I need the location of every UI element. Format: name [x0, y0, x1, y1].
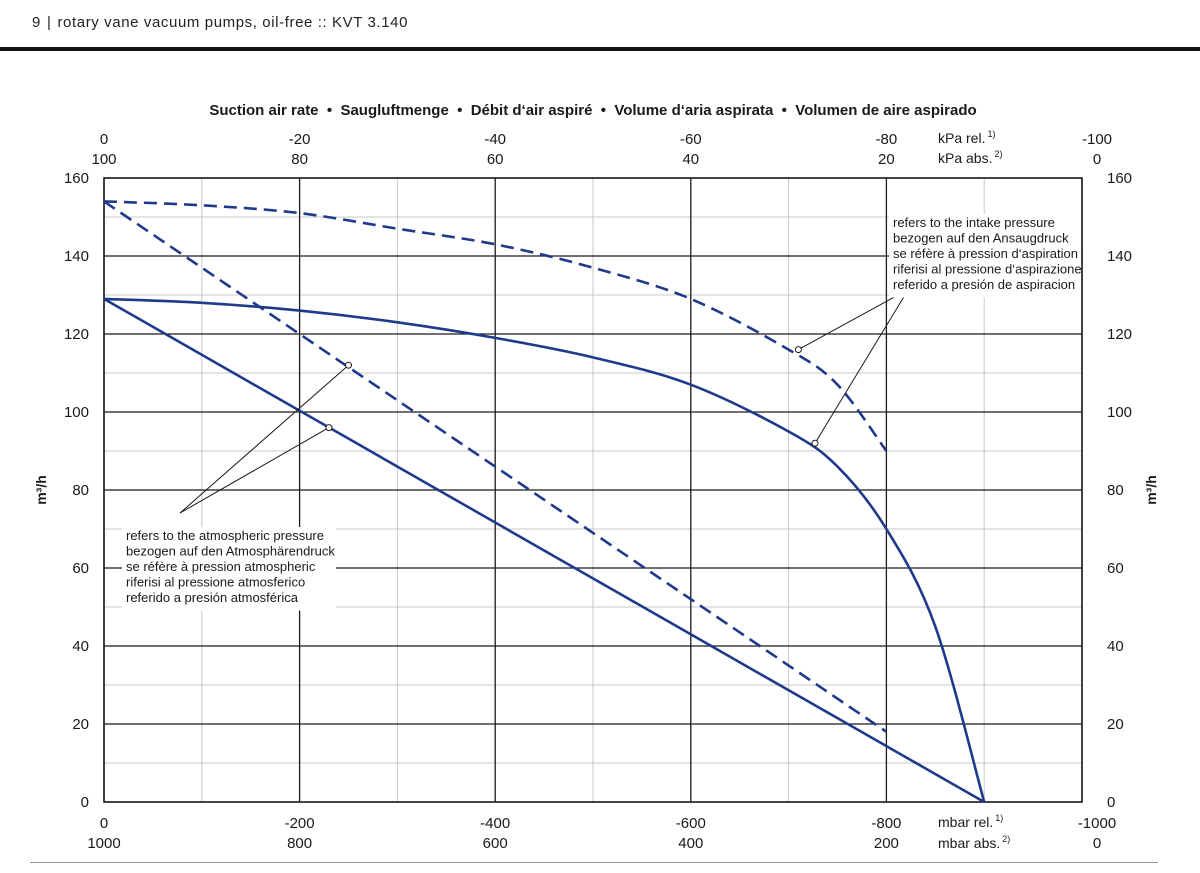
x-top-abs-unit: kPa abs. 2)	[938, 149, 1003, 166]
x-top-abs-tick-label: 0	[1093, 151, 1101, 168]
y-tick-label-right: 140	[1107, 248, 1132, 265]
y-tick-label-right: 0	[1107, 794, 1115, 811]
annotation-leaders	[179, 294, 906, 514]
page-number: 9	[32, 14, 41, 31]
note-intake-line-2: bezogen auf den Ansaugdruck	[893, 231, 1069, 246]
y-tick-label-left: 120	[64, 326, 89, 343]
y-tick-label-right: 80	[1107, 482, 1124, 499]
x-bottom-abs-unit: mbar abs. 2)	[938, 834, 1010, 851]
note-atmospheric-line-1: refers to the atmospheric pressure	[126, 528, 324, 543]
y-tick-label-left: 160	[64, 170, 89, 187]
chart-grid	[103, 177, 1083, 803]
note-intake-line-1: refers to the intake pressure	[893, 215, 1055, 230]
chart-title: Suction air rate • Saugluftmenge • Débit…	[209, 102, 976, 119]
x-bottom-abs-tick-label: 200	[874, 835, 899, 852]
header-rule	[0, 47, 1200, 51]
note-intake-line-3: se réfère à pression d‘aspiration	[893, 246, 1078, 261]
leader-intake-solid	[814, 294, 906, 444]
plot-frame	[103, 177, 1083, 803]
x-bottom-abs-tick-label: 400	[678, 835, 703, 852]
x-top-abs-tick-label: 40	[682, 151, 699, 168]
x-bottom-rel-tick-label: -400	[480, 815, 510, 832]
note-intake-line-5: referido a presión de aspiracion	[893, 277, 1075, 292]
x-bottom-rel-tick-label: -800	[871, 815, 901, 832]
x-bottom-abs-tick-label: 0	[1093, 835, 1101, 852]
y-axis-label-left: m³/h	[33, 475, 49, 505]
series-line-4	[103, 200, 888, 733]
x-top-rel-tick-label: -60	[680, 131, 702, 148]
chart-series	[103, 200, 986, 804]
x-top-rel-tick-label: -80	[876, 131, 898, 148]
leader-atm-solid	[179, 427, 330, 514]
x-bottom-rel-tick-label: -200	[285, 815, 315, 832]
leader-atm-solid-dot	[325, 424, 333, 432]
header-title: rotary vane vacuum pumps, oil-free :: KV…	[57, 14, 409, 31]
note-atmospheric-line-2: bezogen auf den Atmosphärendruck	[126, 544, 335, 559]
note-intake-background	[889, 214, 1081, 298]
note-atmospheric-line-3: se réfère à pression atmospheric	[126, 559, 316, 574]
y-tick-label-left: 60	[72, 560, 89, 577]
x-top-rel-tick-label: -100	[1082, 131, 1112, 148]
x-top-rel-unit: kPa rel. 1)	[938, 129, 995, 146]
y-tick-label-left: 20	[72, 716, 89, 733]
x-top-abs-tick-label: 60	[487, 151, 504, 168]
series-line-2	[103, 297, 985, 804]
y-tick-label-right: 120	[1107, 326, 1132, 343]
y-tick-label-left: 40	[72, 638, 89, 655]
note-intake-line-4: riferisi al pressione d‘aspirazione	[893, 262, 1082, 277]
leader-atm-dashed-dot	[345, 361, 352, 369]
x-top-rel-tick-label: 0	[100, 131, 108, 148]
x-bottom-rel-tick-label: -1000	[1078, 815, 1116, 832]
x-top-rel-tick-label: -40	[484, 131, 506, 148]
x-bottom-rel-tick-label: 0	[100, 815, 108, 832]
x-top-abs-tick-label: 20	[878, 151, 895, 168]
x-top-abs-tick-label: 100	[91, 151, 116, 168]
y-tick-label-right: 100	[1107, 404, 1132, 421]
series-line-1	[103, 297, 986, 803]
leader-intake-dashed	[798, 294, 899, 351]
footer-rule	[30, 862, 1158, 863]
note-atmospheric-line-4: riferisi al pressione atmosferico	[126, 575, 305, 590]
header-separator: |	[46, 14, 52, 31]
y-tick-label-left: 140	[64, 248, 89, 265]
y-tick-label-right: 20	[1107, 716, 1124, 733]
note-atmospheric-background	[122, 527, 336, 611]
y-tick-label-left: 80	[72, 482, 89, 499]
x-bottom-abs-tick-label: 800	[287, 835, 312, 852]
y-tick-label-right: 160	[1107, 170, 1132, 187]
y-tick-label-right: 60	[1107, 560, 1124, 577]
x-bottom-abs-tick-label: 1000	[87, 835, 120, 852]
x-top-rel-tick-label: -20	[289, 131, 311, 148]
x-bottom-abs-tick-label: 600	[483, 835, 508, 852]
note-atmospheric-line-5: referido a presión atmosférica	[126, 590, 299, 605]
y-tick-label-left: 100	[64, 404, 89, 421]
y-tick-label-left: 0	[81, 794, 89, 811]
x-top-abs-tick-label: 80	[291, 151, 308, 168]
y-tick-label-right: 40	[1107, 638, 1124, 655]
leader-intake-dashed-dot	[794, 346, 802, 354]
leader-atm-dashed	[179, 364, 349, 514]
series-line-3	[103, 200, 888, 452]
y-axis-label-right: m³/h	[1143, 475, 1159, 505]
page-header: 9 | rotary vane vacuum pumps, oil-free :: …	[32, 14, 408, 31]
leader-intake-solid-dot	[811, 439, 819, 447]
x-bottom-rel-unit: mbar rel. 1)	[938, 813, 1003, 830]
x-bottom-rel-tick-label: -600	[676, 815, 706, 832]
